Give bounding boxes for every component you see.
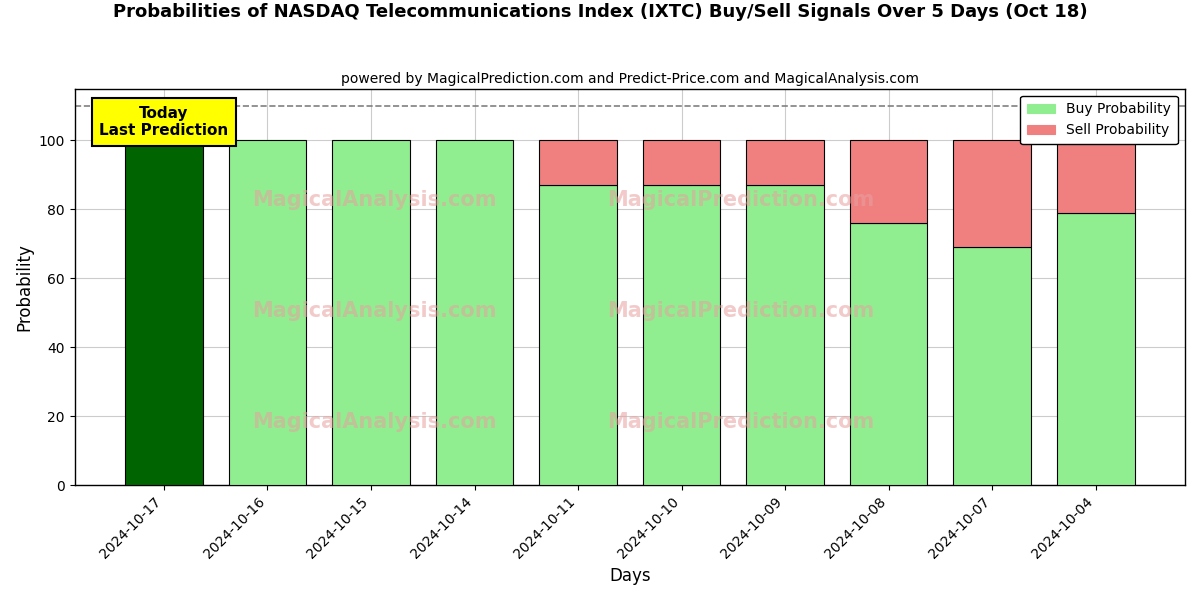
X-axis label: Days: Days	[610, 567, 650, 585]
Bar	[953, 140, 1031, 247]
Bar	[850, 223, 928, 485]
Bar	[643, 185, 720, 485]
Bar	[436, 140, 514, 485]
Text: MagicalPrediction.com: MagicalPrediction.com	[607, 190, 875, 209]
Bar	[850, 140, 928, 223]
Bar	[539, 140, 617, 185]
Text: MagicalAnalysis.com: MagicalAnalysis.com	[252, 412, 497, 432]
Text: Probabilities of NASDAQ Telecommunications Index (IXTC) Buy/Sell Signals Over 5 : Probabilities of NASDAQ Telecommunicatio…	[113, 3, 1087, 21]
Text: MagicalPrediction.com: MagicalPrediction.com	[607, 301, 875, 320]
Bar	[539, 185, 617, 485]
Bar	[1057, 140, 1134, 213]
Bar	[125, 140, 203, 485]
Text: MagicalPrediction.com: MagicalPrediction.com	[607, 412, 875, 432]
Bar	[332, 140, 410, 485]
Bar	[953, 247, 1031, 485]
Bar	[1057, 213, 1134, 485]
Bar	[746, 140, 824, 185]
Text: MagicalAnalysis.com: MagicalAnalysis.com	[252, 301, 497, 320]
Text: MagicalAnalysis.com: MagicalAnalysis.com	[252, 190, 497, 209]
Title: powered by MagicalPrediction.com and Predict-Price.com and MagicalAnalysis.com: powered by MagicalPrediction.com and Pre…	[341, 72, 919, 86]
Bar	[229, 140, 306, 485]
Bar	[746, 185, 824, 485]
Legend: Buy Probability, Sell Probability: Buy Probability, Sell Probability	[1020, 95, 1178, 145]
Y-axis label: Probability: Probability	[16, 243, 34, 331]
Text: Today
Last Prediction: Today Last Prediction	[100, 106, 228, 138]
Bar	[643, 140, 720, 185]
